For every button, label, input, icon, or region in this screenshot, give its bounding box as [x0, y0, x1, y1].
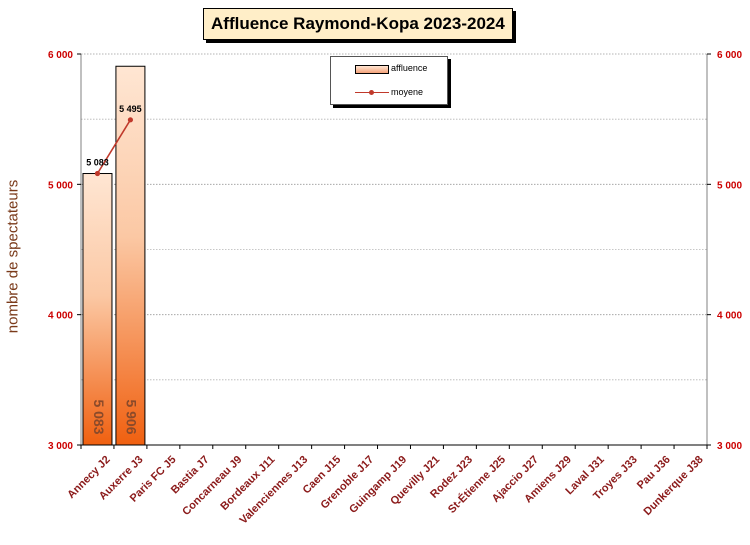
y-tick-label-left: 4 000: [48, 311, 73, 322]
legend-label-affluence: affluence: [391, 63, 428, 73]
point-moyene: [127, 117, 134, 123]
legend-label-moyene: moyene: [391, 87, 424, 97]
y-tick-label-left: 3 000: [48, 441, 73, 452]
point-data-label: 5 495: [119, 104, 142, 114]
x-tick-label: Dunkerque J38: [641, 454, 705, 518]
bar-data-label: 5 083: [91, 399, 107, 434]
y-tick-label-right: 5 000: [717, 180, 742, 191]
bar-data-label: 5 906: [124, 399, 140, 434]
legend: affluence moyene: [330, 56, 448, 105]
y-tick-label-right: 4 000: [717, 311, 742, 322]
bar-auxerre-j3: [115, 65, 146, 446]
point-moyene: [94, 170, 101, 177]
bar-annecy-j2: [82, 173, 113, 446]
x-tick-label: Guingamp J19: [347, 454, 409, 516]
legend-swatch-bar: [355, 65, 389, 74]
y-tick-label-left: 5 000: [48, 180, 73, 191]
x-tick-label: St-Étienne J25: [445, 453, 508, 516]
legend-item-moyene: moyene: [331, 85, 447, 101]
legend-item-affluence: affluence: [331, 61, 447, 77]
y-tick-label-right: 3 000: [717, 441, 742, 452]
chart-title: Affluence Raymond-Kopa 2023-2024: [203, 8, 513, 40]
legend-swatch-marker: [369, 90, 374, 95]
y-tick-label-left: 6 000: [48, 50, 73, 61]
line-moyene: [96, 119, 132, 174]
point-data-label: 5 083: [86, 158, 109, 168]
x-tick-label: Concarneau J9: [180, 454, 244, 518]
y-tick-label-right: 6 000: [717, 50, 742, 61]
